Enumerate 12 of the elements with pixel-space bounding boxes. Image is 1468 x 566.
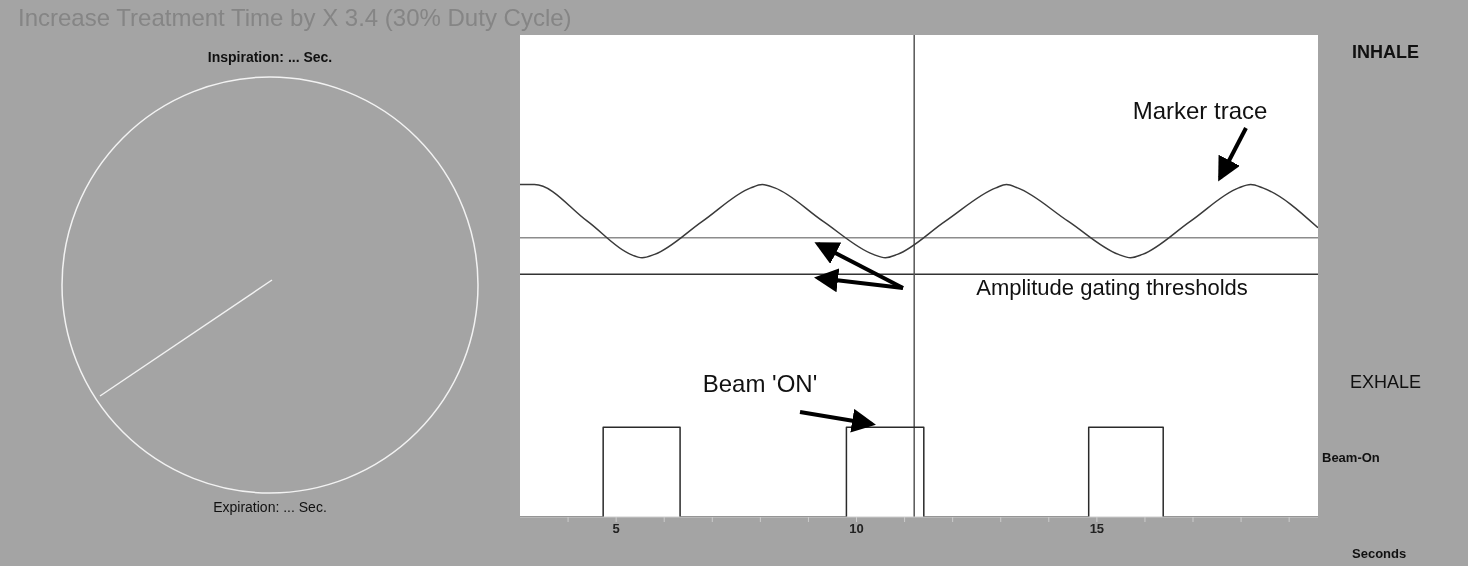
x-tick-label: 10 (849, 521, 864, 537)
x-tick-label: 5 (612, 521, 620, 537)
text: Beam-On (1322, 450, 1380, 465)
text: Expiration: ... Sec. (213, 499, 327, 515)
text: Marker trace (1132, 97, 1268, 124)
text: INHALE (1352, 42, 1419, 62)
annotation: Amplitude gating thresholds (976, 275, 1248, 300)
x-tick-label: 15 (1089, 521, 1105, 537)
annotation: Beam 'ON' (702, 370, 818, 397)
text: Inspiration: ... Sec. (207, 49, 333, 65)
x-axis-title: Seconds (1352, 546, 1407, 561)
text: EXHALE (1350, 372, 1422, 392)
